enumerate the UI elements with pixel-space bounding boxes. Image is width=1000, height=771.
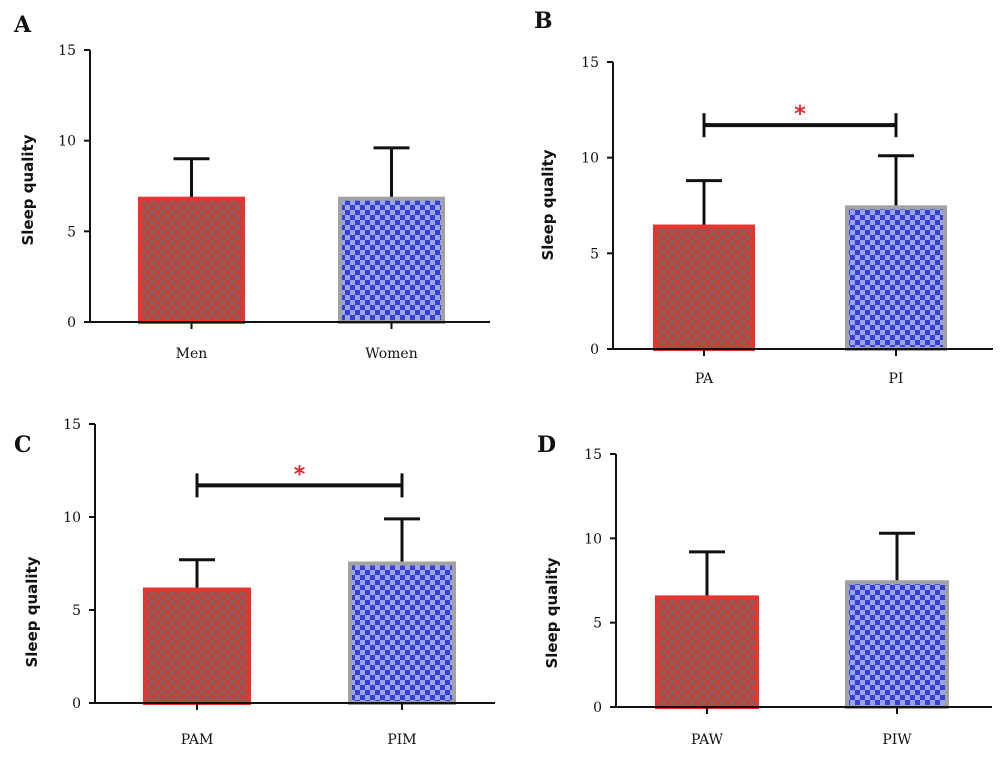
y-tick-label-5: 5	[67, 224, 76, 240]
y-tick-label-10: 10	[584, 531, 602, 547]
y-tick-label-15: 15	[58, 43, 76, 59]
bar-men	[138, 196, 245, 324]
panel-letter: D	[537, 432, 556, 458]
bar-pam	[143, 587, 251, 705]
y-tick-label-15: 15	[63, 417, 81, 433]
panel-a: A Sleep quality Men Women 0 5 10 15	[13, 12, 490, 362]
bar-pa	[653, 224, 755, 351]
panel-d: D Sleep quality PAW PIW 0 5 10 15	[537, 432, 992, 748]
y-axis-label: Sleep quality	[23, 556, 41, 667]
bar-pi	[845, 205, 947, 351]
y-tick-label-5: 5	[590, 246, 599, 262]
y-tick-label-10: 10	[581, 151, 599, 167]
bar-piw	[845, 580, 949, 709]
x-tick-label-paw: PAW	[691, 732, 724, 748]
y-axis-label: Sleep quality	[543, 557, 561, 668]
y-tick-label-5: 5	[72, 603, 81, 619]
y-tick-label-15: 15	[584, 447, 602, 463]
bar-women	[338, 196, 445, 324]
x-tick-label-pim: PIM	[387, 732, 416, 748]
bar-paw	[655, 595, 759, 709]
y-tick-label-0: 0	[593, 700, 602, 716]
y-axis-label: Sleep quality	[19, 134, 37, 245]
panel-letter: A	[13, 12, 32, 38]
bar-pim	[348, 561, 456, 705]
x-tick-label-piw: PIW	[882, 732, 912, 748]
panel-letter: B	[534, 8, 553, 34]
y-tick-label-15: 15	[581, 55, 599, 71]
panel-letter: C	[14, 432, 32, 458]
panel-b: B Sleep quality PA PI 0 5 10 15 *	[534, 8, 993, 387]
panel-c: C Sleep quality PAM PIM 0 5 10 15 *	[14, 417, 495, 748]
y-tick-label-0: 0	[590, 342, 599, 358]
x-tick-label-pi: PI	[889, 371, 904, 387]
x-tick-label-pam: PAM	[181, 732, 214, 748]
y-tick-label-10: 10	[58, 134, 76, 150]
y-axis-label: Sleep quality	[539, 149, 557, 260]
significance-star: *	[794, 102, 806, 127]
y-tick-label-0: 0	[67, 315, 76, 331]
y-tick-label-0: 0	[72, 696, 81, 712]
x-tick-label-men: Men	[176, 346, 208, 362]
significance-star: *	[294, 462, 306, 487]
y-tick-label-5: 5	[593, 616, 602, 632]
y-tick-label-10: 10	[63, 510, 81, 526]
x-tick-label-women: Women	[365, 346, 417, 362]
x-tick-label-pa: PA	[695, 371, 714, 387]
